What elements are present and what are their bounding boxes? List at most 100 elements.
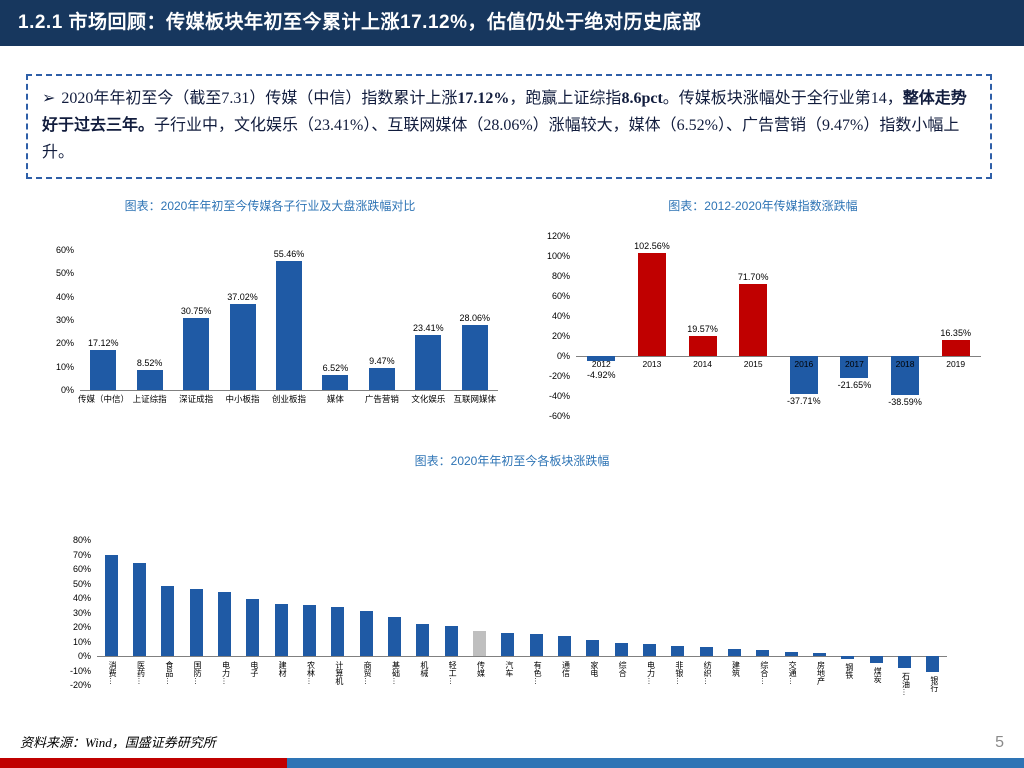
y-axis-tick: 30% [55, 315, 74, 325]
value-label: -4.92% [587, 370, 616, 380]
y-axis-tick: 0% [556, 351, 570, 361]
category-label: 2018 [895, 359, 915, 369]
source-note: 资料来源：Wind，国盛证券研究所 [20, 735, 216, 750]
summary-segment: 整体走势好于过去三年。 [42, 90, 967, 135]
category-label: 轻工… [448, 661, 458, 685]
y-axis-tick: 120% [546, 231, 570, 241]
bar-消费… [104, 554, 118, 656]
category-label: 计算机 [334, 661, 344, 685]
category-label: 消费… [108, 661, 118, 685]
value-label: 102.56% [634, 241, 670, 252]
y-axis-tick: 50% [72, 578, 91, 589]
category-label: 2017 [844, 359, 864, 369]
chart1-title: 图表：2020年年初至今传媒各子行业及大盘涨跌幅对比 [124, 199, 416, 213]
category-label: 媒体 [326, 394, 344, 404]
bar-房地产 [813, 653, 826, 656]
category-label: 传媒 [476, 661, 486, 677]
summary-segment: 2020年年初至今（截至7.31）传媒（中信）指数累计上涨 [61, 90, 458, 107]
bar-商贸… [359, 611, 373, 656]
bar-深证成指 [183, 318, 210, 390]
bar-互联网媒体 [461, 324, 488, 390]
summary-segment: 17.12% [457, 90, 510, 107]
category-label: 交通… [788, 661, 798, 685]
category-label: 上证综指 [132, 394, 167, 404]
bar-传媒（中信） [90, 350, 117, 390]
bottom-stripe [0, 758, 1024, 768]
summary-text: 2020年年初至今（截至7.31）传媒（中信）指数累计上涨17.12%，跑赢上证… [42, 90, 967, 161]
chart2-title: 图表：2012-2020年传媒指数涨跌幅 [668, 199, 858, 213]
category-label: 2013 [642, 359, 662, 369]
bar-国防… [189, 589, 203, 656]
value-label: -38.59% [888, 396, 922, 407]
bar-建材 [274, 603, 288, 656]
chart3-title: 图表：2020年年初至今各板块涨跌幅 [414, 454, 610, 468]
y-axis-tick: 50% [55, 268, 74, 279]
category-label: 钢铁 [844, 662, 854, 679]
bar-电力… [218, 592, 231, 656]
value-label: 55.46% [273, 248, 305, 259]
category-label: 深证成指 [179, 394, 214, 404]
value-label: 23.41% [413, 323, 444, 334]
category-label: 家电 [589, 661, 599, 677]
value-label: -37.71% [787, 395, 821, 406]
bar-有色… [529, 634, 543, 656]
stripe-red-segment [0, 758, 287, 768]
category-label: 国防… [193, 661, 203, 685]
bullet-arrow-icon: ➢ [42, 90, 56, 107]
y-axis-tick: 30% [72, 607, 91, 618]
stripe-blue-segment [286, 758, 1024, 768]
bar-建筑 [728, 648, 741, 656]
page-title: 1.2.1 市场回顾：传媒板块年初至今累计上涨17.12%，估值仍处于绝对历史底… [18, 12, 702, 33]
value-label: 71.70% [737, 272, 769, 283]
bar-综合… [756, 650, 770, 656]
category-label: 2012 [591, 359, 611, 369]
bar-广告营销 [368, 367, 395, 390]
bar-综合 [614, 642, 628, 656]
y-axis-tick: -40% [548, 391, 570, 401]
value-label: 28.06% [459, 312, 491, 323]
bar-通信 [558, 635, 571, 656]
bar-电子 [246, 599, 260, 656]
y-axis-tick: 20% [55, 338, 74, 349]
bar-上证综指 [136, 370, 163, 390]
bar-2015 [739, 284, 768, 356]
category-label: 银行 [929, 675, 939, 692]
category-label: 电力… [646, 661, 656, 685]
y-axis-tick: 80% [551, 271, 570, 281]
category-label: 互联网媒体 [453, 394, 497, 404]
category-label: 机械 [419, 661, 429, 677]
y-axis-tick: -20% [548, 371, 570, 381]
bar-基础… [388, 616, 401, 656]
y-axis-tick: 40% [55, 291, 74, 302]
category-label: 石油… [901, 671, 911, 696]
category-label: 2016 [794, 359, 814, 369]
bar-2012 [587, 356, 616, 361]
y-axis-tick: 10% [55, 361, 74, 372]
y-axis-tick: 70% [72, 549, 91, 560]
category-label: 非银… [674, 661, 684, 685]
summary-segment: 。传媒板块涨幅处于全行业第14， [662, 90, 903, 107]
y-axis-tick: 60% [55, 245, 74, 255]
value-label: -21.65% [837, 379, 872, 390]
category-label: 纺织… [703, 661, 713, 685]
bar-计算机 [331, 606, 345, 656]
bar-媒体 [322, 374, 349, 390]
page-number: 5 [995, 734, 1004, 751]
category-label: 建材 [278, 661, 288, 677]
category-label: 农林… [306, 661, 316, 685]
category-label: 传媒（中信） [78, 394, 130, 404]
y-axis-tick: 20% [72, 622, 91, 632]
bar-交通… [784, 651, 798, 656]
bar-农林… [303, 605, 316, 656]
bar-汽车 [501, 632, 515, 656]
category-label: 电力… [221, 661, 231, 685]
bar-医药… [133, 563, 146, 656]
category-label: 综合 [618, 661, 628, 677]
value-label: 8.52% [136, 358, 163, 369]
category-label: 创业板指 [271, 394, 306, 404]
y-axis-tick: 60% [551, 291, 570, 301]
bar-2019 [941, 339, 970, 356]
summary-segment: 子行业中，文化娱乐（23.41%）、互联网媒体（28.06%）涨幅较大，媒体（6… [42, 117, 960, 162]
category-label: 2019 [946, 359, 966, 369]
